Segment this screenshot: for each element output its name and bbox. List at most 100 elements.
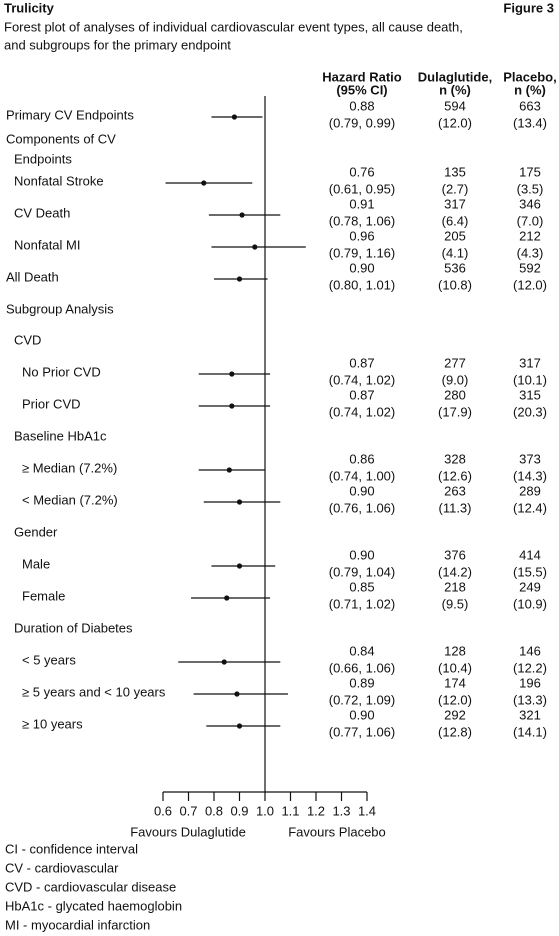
plac-pct: (12.2)	[513, 660, 547, 675]
x-label: Favours Placebo	[288, 824, 386, 839]
plac-n: 317	[519, 355, 541, 370]
plac-n: 321	[519, 707, 541, 722]
x-tick-label: 0.8	[205, 803, 223, 818]
dul-pct: (9.0)	[442, 372, 469, 387]
dul-pct: (12.8)	[438, 724, 472, 739]
hr-value: 0.90	[349, 547, 374, 562]
row-label: Baseline HbA1c	[14, 428, 107, 443]
row-label: Male	[22, 556, 50, 571]
hr-value: 0.84	[349, 643, 374, 658]
dul-pct: (2.7)	[442, 181, 469, 196]
hr-value: 0.86	[349, 451, 374, 466]
hr-value: 0.96	[349, 228, 374, 243]
figure-label: Figure 3	[503, 0, 554, 15]
plac-n: 315	[519, 387, 541, 402]
hr-ci: (0.76, 1.06)	[329, 500, 396, 515]
hr-value: 0.87	[349, 387, 374, 402]
row-label: < 5 years	[22, 652, 76, 667]
plac-n: 146	[519, 643, 541, 658]
row-label: Endpoints	[14, 151, 72, 166]
plac-n: 212	[519, 228, 541, 243]
dul-n: 280	[444, 387, 466, 402]
hr-value: 0.87	[349, 355, 374, 370]
title: Forest plot of analyses of individual ca…	[4, 19, 463, 34]
hr-point	[239, 212, 245, 218]
dul-pct: (12.0)	[438, 692, 472, 707]
row-label: CV Death	[14, 205, 70, 220]
x-tick-label: 0.7	[179, 803, 197, 818]
plac-n: 414	[519, 547, 541, 562]
hr-ci: (0.74, 1.02)	[329, 404, 396, 419]
hr-ci: (0.71, 1.02)	[329, 596, 396, 611]
row-label: ≥ Median (7.2%)	[22, 460, 117, 475]
plac-n: 289	[519, 483, 541, 498]
footnote: CVD - cardiovascular disease	[5, 879, 176, 894]
hr-value: 0.76	[349, 164, 374, 179]
row-label: No Prior CVD	[22, 364, 101, 379]
plac-pct: (12.4)	[513, 500, 547, 515]
column-header: Dulaglutide,	[418, 69, 492, 84]
plac-pct: (20.3)	[513, 404, 547, 419]
row-label: Nonfatal MI	[14, 237, 80, 252]
row-label: Gender	[14, 524, 58, 539]
hr-point	[234, 691, 240, 697]
dul-n: 205	[444, 228, 466, 243]
plac-n: 346	[519, 196, 541, 211]
dul-pct: (9.5)	[442, 596, 469, 611]
footnote: MI - myocardial infarction	[5, 917, 150, 932]
x-tick-label: 1.2	[307, 803, 325, 818]
hr-ci: (0.79, 1.16)	[329, 245, 396, 260]
row-label: < Median (7.2%)	[22, 492, 118, 507]
plac-n: 196	[519, 675, 541, 690]
hr-ci: (0.79, 1.04)	[329, 564, 396, 579]
plac-pct: (15.5)	[513, 564, 547, 579]
x-tick-label: 0.9	[230, 803, 248, 818]
dul-n: 174	[444, 675, 466, 690]
hr-value: 0.89	[349, 675, 374, 690]
hr-point	[252, 244, 258, 250]
hr-value: 0.85	[349, 579, 374, 594]
dul-n: 128	[444, 643, 466, 658]
hr-value: 0.90	[349, 483, 374, 498]
dul-pct: (17.9)	[438, 404, 472, 419]
hr-ci: (0.66, 1.06)	[329, 660, 396, 675]
dul-n: 594	[444, 98, 466, 113]
column-header: n (%)	[514, 82, 546, 97]
x-tick-label: 1.1	[281, 803, 299, 818]
footnote: CI - confidence interval	[5, 841, 138, 856]
hr-ci: (0.80, 1.01)	[329, 277, 396, 292]
hr-point	[226, 467, 232, 473]
dul-n: 536	[444, 260, 466, 275]
hr-ci: (0.79, 0.99)	[329, 115, 396, 130]
hr-point	[224, 595, 230, 601]
hr-ci: (0.61, 0.95)	[329, 181, 396, 196]
dul-pct: (14.2)	[438, 564, 472, 579]
dul-pct: (6.4)	[442, 213, 469, 228]
plac-n: 175	[519, 164, 541, 179]
hr-point	[201, 180, 207, 186]
hr-value: 0.90	[349, 260, 374, 275]
hr-ci: (0.74, 1.02)	[329, 372, 396, 387]
title: and subgroups for the primary endpoint	[4, 37, 231, 52]
dul-n: 135	[444, 164, 466, 179]
plac-pct: (4.3)	[517, 245, 544, 260]
hr-value: 0.91	[349, 196, 374, 211]
plac-pct: (3.5)	[517, 181, 544, 196]
dul-n: 328	[444, 451, 466, 466]
row-label: Female	[22, 588, 65, 603]
dul-n: 263	[444, 483, 466, 498]
row-label: All Death	[6, 269, 59, 284]
dul-n: 317	[444, 196, 466, 211]
x-tick-label: 1.4	[358, 803, 376, 818]
plac-pct: (7.0)	[517, 213, 544, 228]
dul-pct: (11.3)	[439, 500, 472, 515]
dul-pct: (12.0)	[438, 115, 472, 130]
dul-pct: (12.6)	[438, 468, 472, 483]
plac-n: 592	[519, 260, 541, 275]
column-header: (95% CI)	[336, 82, 387, 97]
x-label: Favours Dulaglutide	[130, 824, 246, 839]
footnote: CV - cardiovascular	[5, 860, 119, 875]
plac-pct: (13.3)	[513, 692, 547, 707]
hr-point	[229, 403, 235, 409]
hr-point	[229, 371, 235, 377]
